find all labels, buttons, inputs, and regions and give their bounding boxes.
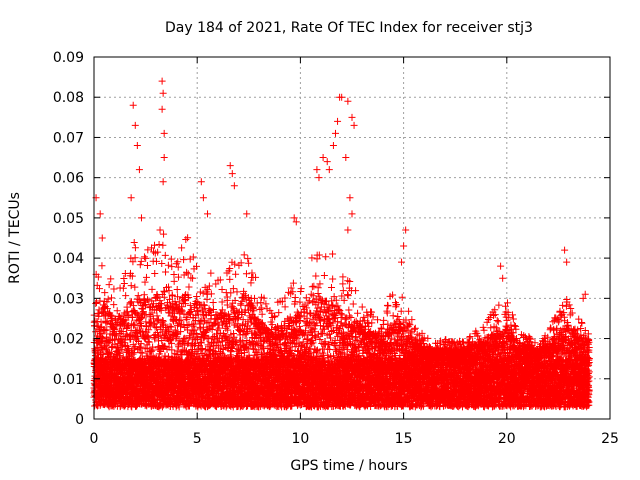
data-point	[97, 318, 105, 326]
data-point	[103, 326, 111, 334]
data-points	[90, 77, 593, 411]
data-point	[101, 326, 109, 334]
data-point	[94, 273, 102, 281]
data-point	[99, 337, 107, 345]
data-point	[103, 305, 111, 313]
data-point	[92, 299, 100, 307]
data-point	[101, 289, 109, 297]
data-point	[92, 328, 100, 336]
data-point	[98, 262, 106, 270]
chart-title: Day 184 of 2021, Rate Of TEC Index for r…	[165, 20, 533, 36]
data-point	[95, 285, 103, 293]
data-point	[98, 330, 106, 338]
